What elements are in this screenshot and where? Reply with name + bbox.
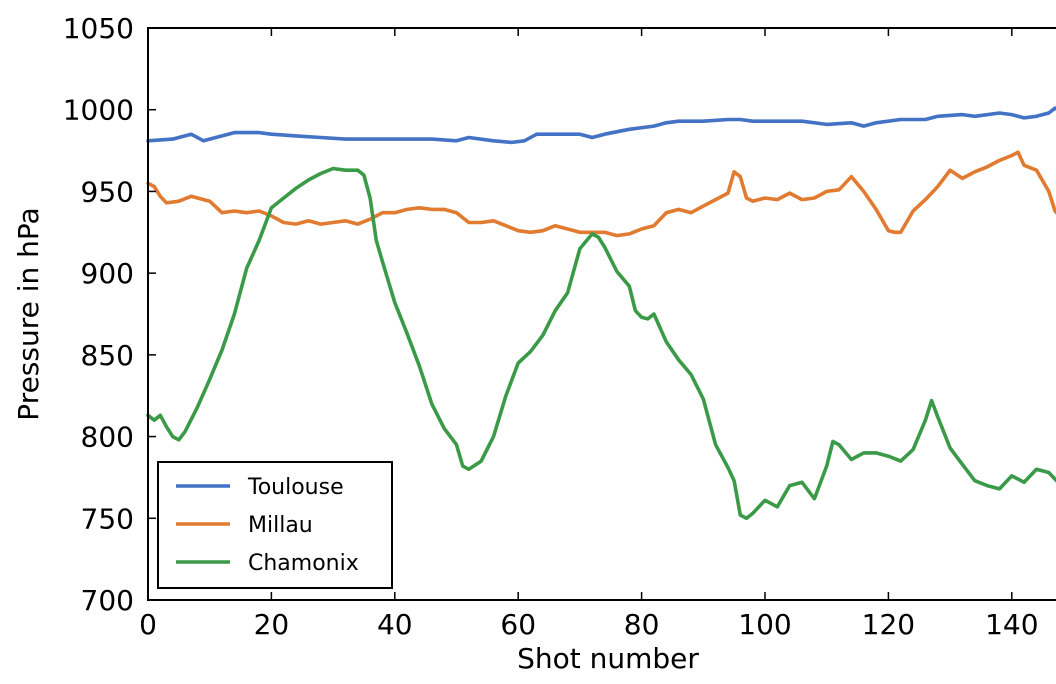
legend-label-toulouse: Toulouse — [247, 475, 344, 500]
legend-label-chamonix: Chamonix — [248, 551, 359, 576]
legend-label-millau: Millau — [248, 513, 313, 538]
series-line-millau — [146, 150, 1056, 238]
axis-ticks: 0 20 40 60 80 100 120 140 700 750 800 850 900 950 1000… — [63, 12, 1039, 641]
y-axis-label: Pressure in hPa — [12, 207, 45, 420]
x-tick-label: 80 — [624, 608, 660, 641]
y-tick-label: 750 — [81, 502, 134, 535]
y-tick-label: 700 — [81, 584, 134, 617]
series-line-chamonix — [146, 166, 1056, 521]
series-line-toulouse — [146, 106, 1056, 145]
x-tick-label: 0 — [139, 608, 157, 641]
legend: Toulouse Millau Chamonix — [157, 461, 393, 589]
plot-frame — [147, 27, 1056, 601]
x-tick-label: 100 — [738, 608, 791, 641]
x-axis-label: Shot number — [517, 642, 699, 675]
x-tick-label: 40 — [377, 608, 413, 641]
y-tick-label: 1000 — [63, 94, 134, 127]
y-tick-label: 900 — [81, 257, 134, 290]
x-tick-label: 120 — [862, 608, 915, 641]
x-tick-label: 60 — [500, 608, 536, 641]
y-tick-label: 800 — [81, 421, 134, 454]
series-lines — [146, 106, 1056, 521]
y-tick-label: 1050 — [63, 12, 134, 45]
x-tick-label: 20 — [254, 608, 290, 641]
y-tick-label: 850 — [81, 339, 134, 372]
y-tick-label: 950 — [81, 175, 134, 208]
x-tick-label: 140 — [985, 608, 1038, 641]
